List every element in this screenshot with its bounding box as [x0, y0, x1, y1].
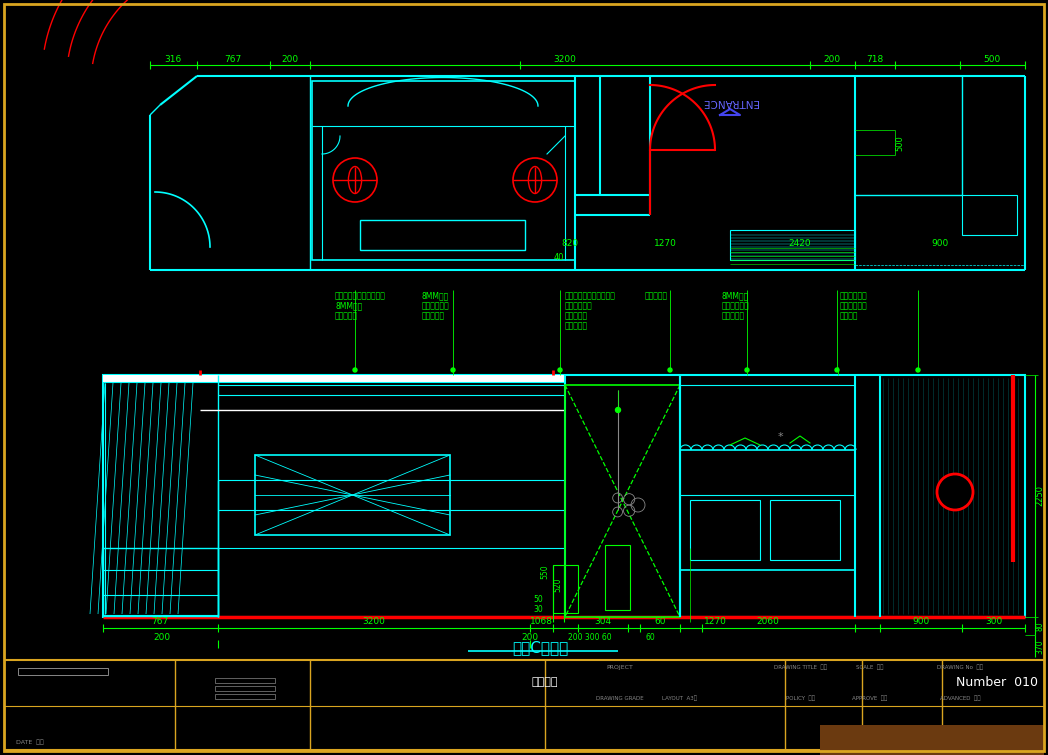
- Bar: [690, 500, 760, 560]
- Bar: [680, 450, 855, 570]
- Text: 1270: 1270: [654, 239, 676, 248]
- Text: SCALE  比例: SCALE 比例: [856, 664, 883, 670]
- Circle shape: [937, 474, 973, 510]
- Text: 718: 718: [867, 54, 883, 63]
- Text: 900: 900: [913, 617, 930, 625]
- Text: 40: 40: [553, 254, 564, 263]
- Text: DRAWING GRADE: DRAWING GRADE: [596, 695, 643, 701]
- Text: 白色乳胶漆: 白色乳胶漆: [422, 312, 445, 321]
- Bar: [730, 230, 855, 260]
- Bar: [103, 375, 1025, 617]
- Text: 胡刀木饰面: 胡刀木饰面: [565, 322, 588, 331]
- Text: 石膏板造型，: 石膏板造型，: [422, 301, 450, 310]
- Bar: [18, 668, 108, 675]
- Circle shape: [353, 368, 357, 372]
- Text: POLICY  审核: POLICY 审核: [786, 695, 814, 701]
- Text: 80: 80: [1035, 621, 1045, 631]
- Bar: [553, 565, 578, 613]
- Bar: [255, 455, 450, 535]
- Text: 錦地水岸: 錦地水岸: [531, 677, 559, 687]
- Text: www.qsedu.net: www.qsedu.net: [899, 734, 964, 742]
- Text: 8MM齿缝: 8MM齿缝: [722, 291, 749, 300]
- Text: 客厅C立面图: 客厅C立面图: [511, 640, 568, 655]
- Bar: [770, 500, 840, 560]
- Circle shape: [941, 478, 969, 506]
- Circle shape: [558, 368, 562, 372]
- Circle shape: [745, 368, 749, 372]
- Text: 3200: 3200: [553, 54, 576, 63]
- Text: 200: 200: [153, 633, 171, 642]
- Text: 520: 520: [553, 578, 563, 592]
- Text: LAYOUT  A3图: LAYOUT A3图: [662, 695, 698, 701]
- Bar: [361, 220, 525, 250]
- Bar: [312, 81, 575, 260]
- Text: 拉丝吸灯甲供: 拉丝吸灯甲供: [565, 301, 593, 310]
- Text: APPROVE  批准: APPROVE 批准: [852, 695, 888, 701]
- Text: 红橡木饰面: 红橡木饰面: [565, 312, 588, 321]
- Text: 白色乳胶漆: 白色乳胶漆: [722, 312, 745, 321]
- Text: 8MM齿缝: 8MM齿缝: [422, 291, 450, 300]
- Text: 304: 304: [594, 617, 612, 625]
- Circle shape: [451, 368, 455, 372]
- Text: 316: 316: [165, 54, 181, 63]
- Text: 767: 767: [151, 617, 169, 625]
- Text: 60: 60: [654, 617, 665, 625]
- Text: 50: 50: [533, 596, 543, 605]
- Bar: [215, 686, 275, 691]
- Bar: [215, 678, 275, 683]
- Bar: [962, 195, 1017, 235]
- Text: 装饰画甲供，: 装饰画甲供，: [840, 301, 868, 310]
- Text: 200 300 60: 200 300 60: [568, 633, 612, 642]
- Text: 楼木饰面: 楼木饰面: [840, 312, 858, 321]
- Bar: [605, 545, 630, 610]
- Circle shape: [949, 487, 960, 497]
- Text: DRAWING No  图号: DRAWING No 图号: [937, 664, 983, 670]
- Text: ENTRANCE: ENTRANCE: [702, 97, 758, 107]
- Text: 石膏板造型，: 石膏板造型，: [722, 301, 749, 310]
- Text: DATE  日期: DATE 日期: [16, 739, 44, 744]
- Text: 3200: 3200: [363, 617, 386, 625]
- Text: 820: 820: [562, 239, 578, 248]
- Bar: [565, 385, 680, 617]
- Circle shape: [916, 368, 920, 372]
- Circle shape: [668, 368, 672, 372]
- Text: 550: 550: [541, 565, 549, 579]
- Text: 石膏板造型，白色乳胶漆: 石膏板造型，白色乳胶漆: [335, 291, 386, 300]
- Text: 200: 200: [522, 633, 539, 642]
- Text: 2420: 2420: [789, 239, 811, 248]
- Text: 200: 200: [282, 54, 299, 63]
- Text: 2060: 2060: [757, 617, 780, 625]
- Text: 30: 30: [533, 606, 543, 615]
- Circle shape: [835, 368, 839, 372]
- Bar: [103, 548, 218, 616]
- Text: 370: 370: [1035, 639, 1045, 655]
- Text: *: *: [778, 432, 783, 442]
- Text: 踢脚线甲供: 踢脚线甲供: [645, 291, 669, 300]
- Text: 装饰画甲供: 装饰画甲供: [335, 312, 358, 321]
- Bar: [103, 375, 565, 382]
- Text: 1270: 1270: [703, 617, 726, 625]
- Text: 500: 500: [983, 54, 1001, 63]
- Text: PROJECT: PROJECT: [607, 664, 633, 670]
- Text: 300: 300: [985, 617, 1003, 625]
- Text: 1068: 1068: [529, 617, 552, 625]
- Text: Number  010: Number 010: [956, 676, 1038, 689]
- Text: 齐生设计职业学校: 齐生设计职业学校: [911, 742, 954, 751]
- Text: 500: 500: [895, 135, 904, 151]
- Text: 鹻制墙纸甲供: 鹻制墙纸甲供: [840, 291, 868, 300]
- Text: 767: 767: [224, 54, 242, 63]
- Text: 8MM留缝: 8MM留缝: [335, 301, 363, 310]
- Text: DRAWING TITLE  图名: DRAWING TITLE 图名: [773, 664, 827, 670]
- Text: 60: 60: [646, 633, 655, 642]
- Text: 200: 200: [824, 54, 840, 63]
- Text: 900: 900: [932, 239, 948, 248]
- Bar: [103, 595, 218, 615]
- Bar: [820, 725, 1044, 755]
- Text: ADVANCED  批准: ADVANCED 批准: [940, 695, 980, 701]
- Text: 2250: 2250: [1035, 485, 1045, 507]
- Bar: [215, 694, 275, 699]
- Text: 石膏板造型，白色乳胶漆: 石膏板造型，白色乳胶漆: [565, 291, 616, 300]
- Circle shape: [615, 408, 620, 412]
